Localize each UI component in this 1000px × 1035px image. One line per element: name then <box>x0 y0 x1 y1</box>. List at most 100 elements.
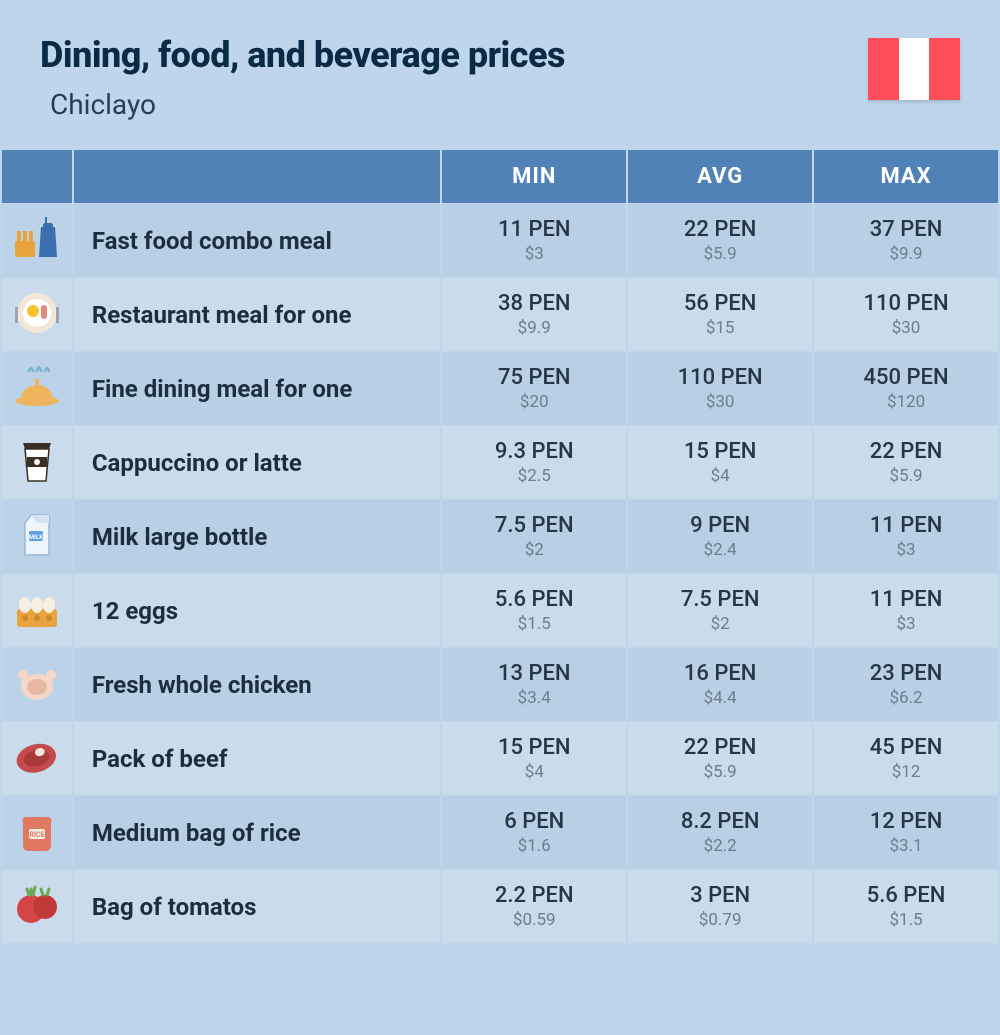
fine-dining-icon <box>2 352 72 425</box>
price-min: 7.5 PEN$2 <box>442 500 626 573</box>
price-usd: $20 <box>448 392 620 412</box>
price-local: 8.2 PEN <box>634 809 806 834</box>
fast-food-icon <box>2 204 72 277</box>
col-min: MIN <box>442 150 626 203</box>
price-local: 22 PEN <box>634 217 806 242</box>
price-usd: $2.4 <box>634 540 806 560</box>
price-usd: $5.9 <box>634 762 806 782</box>
price-local: 15 PEN <box>448 735 620 760</box>
price-local: 16 PEN <box>634 661 806 686</box>
price-min: 2.2 PEN$0.59 <box>442 870 626 943</box>
price-usd: $4 <box>634 466 806 486</box>
price-max: 22 PEN$5.9 <box>814 426 998 499</box>
flag-stripe <box>929 38 960 100</box>
price-usd: $1.5 <box>448 614 620 634</box>
price-usd: $3 <box>820 614 992 634</box>
price-usd: $3.1 <box>820 836 992 856</box>
price-local: 7.5 PEN <box>634 587 806 612</box>
price-avg: 22 PEN$5.9 <box>628 722 812 795</box>
price-avg: 56 PEN$15 <box>628 278 812 351</box>
price-max: 5.6 PEN$1.5 <box>814 870 998 943</box>
price-local: 450 PEN <box>820 365 992 390</box>
price-avg: 16 PEN$4.4 <box>628 648 812 721</box>
price-local: 56 PEN <box>634 291 806 316</box>
country-flag-icon <box>868 38 960 100</box>
item-label: Fast food combo meal <box>74 204 440 277</box>
price-avg: 8.2 PEN$2.2 <box>628 796 812 869</box>
price-usd: $1.5 <box>820 910 992 930</box>
price-usd: $5.9 <box>820 466 992 486</box>
price-max: 12 PEN$3.1 <box>814 796 998 869</box>
eggs-icon <box>2 574 72 647</box>
price-usd: $9.9 <box>448 318 620 338</box>
chicken-icon <box>2 648 72 721</box>
price-local: 12 PEN <box>820 809 992 834</box>
price-usd: $3 <box>820 540 992 560</box>
title-group: Dining, food, and beverage prices Chicla… <box>40 34 565 121</box>
price-avg: 3 PEN$0.79 <box>628 870 812 943</box>
col-max: MAX <box>814 150 998 203</box>
svg-text:RICE: RICE <box>29 831 44 839</box>
price-local: 75 PEN <box>448 365 620 390</box>
table-row: Cappuccino or latte9.3 PEN$2.515 PEN$422… <box>2 426 998 499</box>
price-local: 15 PEN <box>634 439 806 464</box>
price-local: 11 PEN <box>448 217 620 242</box>
rice-icon: RICE <box>2 796 72 869</box>
table-head: MIN AVG MAX <box>2 150 998 203</box>
price-local: 9.3 PEN <box>448 439 620 464</box>
price-avg: 110 PEN$30 <box>628 352 812 425</box>
price-local: 11 PEN <box>820 513 992 538</box>
price-usd: $15 <box>634 318 806 338</box>
item-label: Milk large bottle <box>74 500 440 573</box>
item-label: Cappuccino or latte <box>74 426 440 499</box>
tomato-icon <box>2 870 72 943</box>
table-row: MILKMilk large bottle7.5 PEN$29 PEN$2.41… <box>2 500 998 573</box>
price-usd: $6.2 <box>820 688 992 708</box>
price-usd: $3.4 <box>448 688 620 708</box>
price-usd: $2 <box>448 540 620 560</box>
price-local: 22 PEN <box>634 735 806 760</box>
price-usd: $2.2 <box>634 836 806 856</box>
price-min: 9.3 PEN$2.5 <box>442 426 626 499</box>
price-avg: 9 PEN$2.4 <box>628 500 812 573</box>
price-local: 9 PEN <box>634 513 806 538</box>
page-subtitle: Chiclayo <box>50 88 565 121</box>
price-usd: $3 <box>448 244 620 264</box>
price-max: 110 PEN$30 <box>814 278 998 351</box>
item-label: Medium bag of rice <box>74 796 440 869</box>
price-usd: $4.4 <box>634 688 806 708</box>
page-title: Dining, food, and beverage prices <box>40 34 565 76</box>
price-min: 11 PEN$3 <box>442 204 626 277</box>
price-min: 6 PEN$1.6 <box>442 796 626 869</box>
table-body: Fast food combo meal11 PEN$322 PEN$5.937… <box>2 204 998 943</box>
price-table-container: Dining, food, and beverage prices Chicla… <box>0 0 1000 944</box>
col-icon <box>2 150 72 203</box>
price-usd: $2.5 <box>448 466 620 486</box>
flag-stripe <box>899 38 930 100</box>
price-usd: $4 <box>448 762 620 782</box>
table-row: Fast food combo meal11 PEN$322 PEN$5.937… <box>2 204 998 277</box>
item-label: Fine dining meal for one <box>74 352 440 425</box>
price-min: 15 PEN$4 <box>442 722 626 795</box>
milk-icon: MILK <box>2 500 72 573</box>
svg-text:MILK: MILK <box>29 534 43 541</box>
price-local: 5.6 PEN <box>448 587 620 612</box>
price-min: 5.6 PEN$1.5 <box>442 574 626 647</box>
item-label: Fresh whole chicken <box>74 648 440 721</box>
flag-stripe <box>868 38 899 100</box>
price-local: 7.5 PEN <box>448 513 620 538</box>
table-row: Fresh whole chicken13 PEN$3.416 PEN$4.42… <box>2 648 998 721</box>
table-row: Restaurant meal for one38 PEN$9.956 PEN$… <box>2 278 998 351</box>
price-max: 23 PEN$6.2 <box>814 648 998 721</box>
price-usd: $2 <box>634 614 806 634</box>
price-usd: $9.9 <box>820 244 992 264</box>
table-row: RICEMedium bag of rice6 PEN$1.68.2 PEN$2… <box>2 796 998 869</box>
price-min: 75 PEN$20 <box>442 352 626 425</box>
price-max: 450 PEN$120 <box>814 352 998 425</box>
col-item <box>74 150 440 203</box>
price-local: 6 PEN <box>448 809 620 834</box>
item-label: Restaurant meal for one <box>74 278 440 351</box>
price-local: 3 PEN <box>634 883 806 908</box>
col-avg: AVG <box>628 150 812 203</box>
price-usd: $0.59 <box>448 910 620 930</box>
